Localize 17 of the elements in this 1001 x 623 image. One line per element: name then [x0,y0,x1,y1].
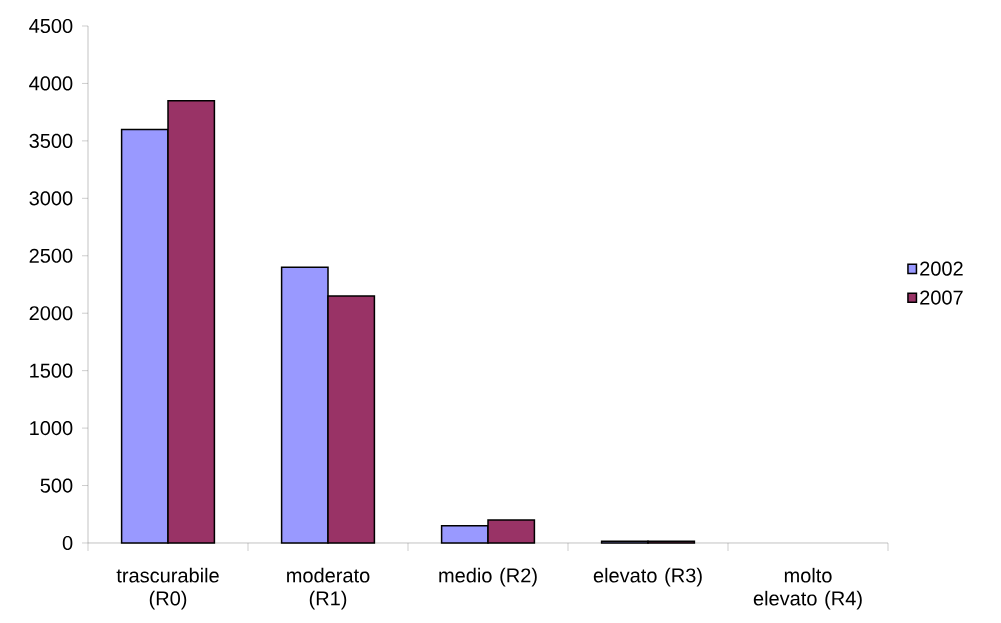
x-tick-label: trascurabile (R0) [116,567,219,610]
x-tick-label: molto elevato (R4) [753,567,862,610]
legend-label: 2002 [920,261,963,276]
x-tick-label: elevato (R3) [593,567,702,587]
y-tick-label: 2500 [29,248,73,263]
x-tick-label: moderato (R1) [287,567,370,610]
x-tick-label: medio (R2) [439,567,537,587]
y-tick-label: 1000 [30,421,73,436]
y-tick-label: 3500 [29,133,73,148]
y-tick-label: 500 [40,478,73,493]
y-tick-label: 4500 [29,18,73,34]
y-tick-label: 3000 [29,191,73,206]
y-tick-label: 4000 [29,76,73,91]
legend-label: 2007 [920,290,963,305]
y-tick-label: 2000 [29,306,73,321]
y-tick-label: 1500 [30,363,73,378]
y-tick-label: 0 [62,535,73,551]
